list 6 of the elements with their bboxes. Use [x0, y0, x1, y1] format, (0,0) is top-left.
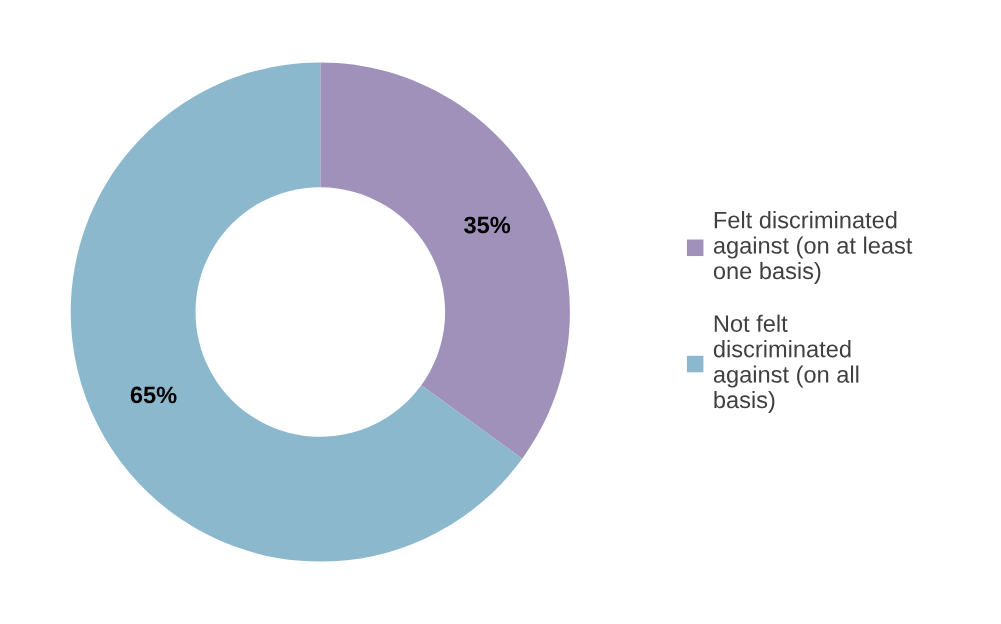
- data-label: 35%: [464, 216, 511, 234]
- legend-label: Felt discriminated against (on at least one basis): [713, 211, 913, 284]
- donut-slice: [70, 62, 523, 562]
- donut-slice: [320, 62, 570, 459]
- data-label: 65%: [130, 386, 177, 404]
- legend-label: Not felt discriminated against (on all basis): [713, 314, 859, 413]
